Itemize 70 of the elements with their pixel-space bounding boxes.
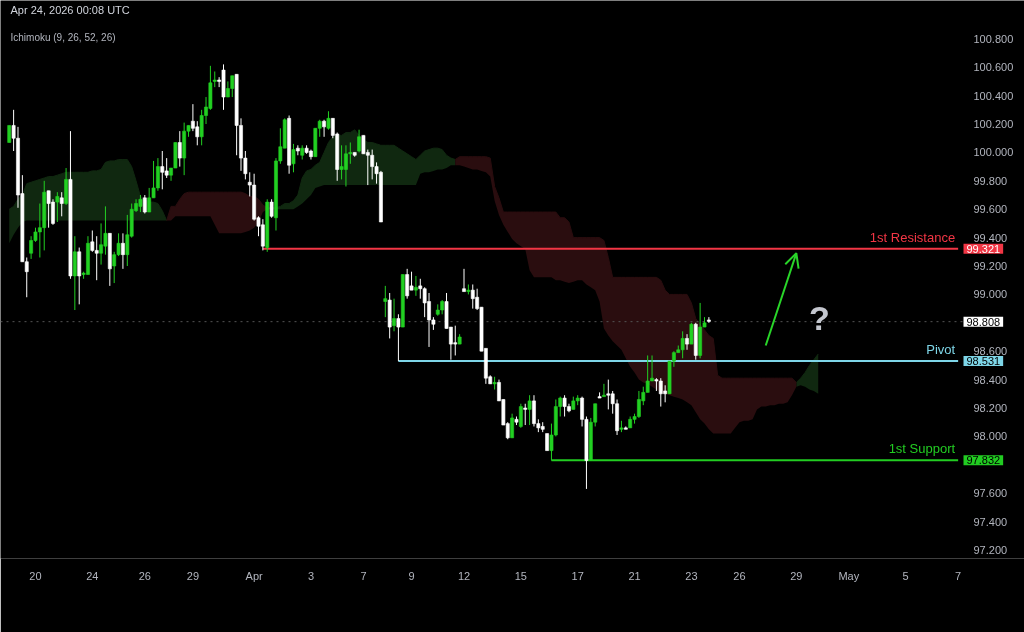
y-tick-label: 98.400 xyxy=(973,373,1008,386)
data-label: 99.321 xyxy=(966,242,1001,255)
candlestick xyxy=(602,383,606,398)
y-tick-label: 98.000 xyxy=(973,430,1008,443)
candlestick xyxy=(606,379,611,410)
x-tick-label: 21 xyxy=(628,569,641,582)
candlestick xyxy=(405,268,410,300)
candlestick xyxy=(562,394,567,418)
candlestick xyxy=(94,235,99,281)
x-tick-label: 17 xyxy=(571,569,584,582)
y-tick-label: 99.000 xyxy=(973,288,1008,301)
x-tick-label: 26 xyxy=(138,569,151,582)
candlestick xyxy=(453,325,458,356)
candlestick xyxy=(121,232,125,270)
y-tick-label: 99.200 xyxy=(973,260,1008,273)
x-tick-label: 24 xyxy=(86,569,99,582)
candlestick xyxy=(510,413,514,439)
candlestick xyxy=(707,316,711,324)
x-tick-label: Apr xyxy=(245,569,264,582)
candlestick xyxy=(523,403,528,426)
candlestick xyxy=(177,130,182,168)
data-label: 97.832 xyxy=(966,454,1001,467)
candlestick xyxy=(414,275,418,297)
y-tick-label: 100.400 xyxy=(973,89,1014,102)
x-tick-label: 29 xyxy=(186,569,200,582)
x-tick-label: 9 xyxy=(408,569,415,582)
y-tick-label: 100.000 xyxy=(973,146,1014,159)
candlestick xyxy=(680,330,685,359)
candlestick xyxy=(260,218,265,251)
series-label: Pivot xyxy=(926,342,956,357)
y-tick-label: 100.800 xyxy=(973,32,1014,45)
candlestick xyxy=(689,322,694,345)
y-tick-label: 99.800 xyxy=(973,174,1008,187)
y-tick-label: 99.600 xyxy=(973,203,1008,216)
x-tick-label: 29 xyxy=(790,569,803,582)
x-tick-label: 12 xyxy=(457,569,471,582)
annotation: Ichimoku (9, 26, 52, 26) xyxy=(10,31,116,43)
candlestick xyxy=(462,268,466,293)
annotation: ? xyxy=(809,298,830,337)
x-tick-label: 15 xyxy=(514,569,527,582)
y-tick-label: 98.600 xyxy=(973,345,1008,358)
x-tick-label: May xyxy=(838,569,860,582)
candlestick xyxy=(230,75,235,98)
x-tick-label: 26 xyxy=(733,569,746,582)
candlestick xyxy=(396,313,401,362)
x-tick-label: 20 xyxy=(29,569,42,582)
y-tick-label: 97.400 xyxy=(973,515,1008,528)
y-tick-label: 97.200 xyxy=(973,543,1008,556)
candlestick xyxy=(685,333,689,351)
candlestick xyxy=(658,377,663,408)
candlestick xyxy=(326,110,331,131)
data-label: 98.531 xyxy=(966,355,1001,367)
candlestick xyxy=(470,283,475,310)
series-label: 1st Support xyxy=(888,441,956,457)
y-tick-label: 100.600 xyxy=(973,61,1014,74)
y-tick-label: 100.200 xyxy=(973,118,1014,131)
y-tick-label: 97.600 xyxy=(973,487,1008,500)
y-tick-label: 98.200 xyxy=(973,402,1008,414)
x-tick-label: 5 xyxy=(902,569,909,582)
x-tick-label: 23 xyxy=(685,569,698,582)
annotation: Apr 24, 2026 00:08 UTC xyxy=(10,3,130,16)
candlestick xyxy=(392,298,396,332)
y-tick-label: 99.400 xyxy=(973,231,1008,244)
candlestick xyxy=(527,394,532,426)
x-tick-label: 3 xyxy=(307,569,315,582)
series-label: 1st Resistance xyxy=(869,229,956,245)
x-tick-label: 7 xyxy=(955,569,962,582)
x-tick-label: 7 xyxy=(360,569,367,582)
candlestick xyxy=(383,285,388,318)
ref-line-label: 98.808 xyxy=(966,315,1001,328)
